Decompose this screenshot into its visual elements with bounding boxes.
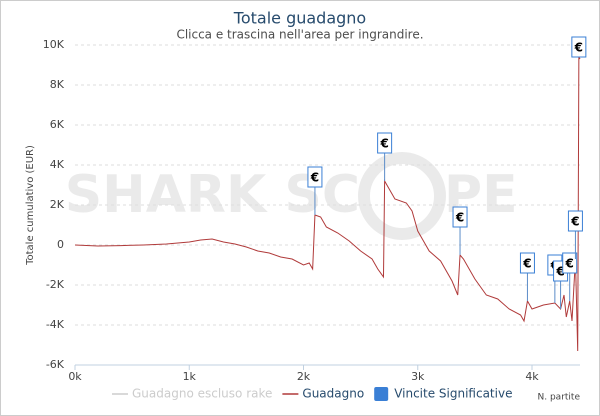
- flag-symbol: €: [570, 215, 579, 229]
- chart-title: Totale guadagno: [233, 9, 366, 28]
- x-axis-label: N. partite: [538, 393, 581, 403]
- flag: [567, 210, 583, 232]
- y-tick-label: -6K: [46, 358, 65, 371]
- y-tick-label: -2K: [46, 278, 65, 291]
- flag: [452, 206, 468, 228]
- y-tick-label: 4K: [50, 158, 65, 171]
- flag: [307, 166, 323, 188]
- y-tick-label: 0: [57, 238, 64, 251]
- flag-symbol: €: [555, 265, 564, 279]
- x-tick-label: 1k: [183, 370, 197, 383]
- flag: [519, 252, 535, 274]
- x-tick-label: 0k: [68, 370, 82, 383]
- flag-symbol: €: [574, 41, 583, 55]
- y-tick-label: 10K: [43, 38, 65, 51]
- line: [74, 55, 581, 352]
- flag-symbol: €: [455, 211, 464, 225]
- x-tick-label: 4k: [525, 370, 539, 383]
- flag: [571, 36, 587, 58]
- watermark-logo: [358, 152, 446, 240]
- flag: [562, 252, 578, 274]
- y-tick-label: -4K: [46, 318, 65, 331]
- watermark-group: SHARK SC PE: [65, 152, 518, 240]
- flag-symbol: €: [565, 257, 574, 271]
- x-tick-label: 3k: [411, 370, 425, 383]
- flag: [377, 132, 393, 154]
- x-tick-label: 2k: [297, 370, 311, 383]
- legend-label: Guadagno escluso rake: [132, 387, 272, 401]
- flag-symbol: €: [310, 171, 319, 185]
- legend-swatch: [374, 387, 389, 401]
- chart-subtitle: Clicca e trascina nell'area per ingrandi…: [176, 28, 423, 42]
- flag-symbol: €: [379, 137, 388, 151]
- y-tick-label: 6K: [50, 118, 65, 131]
- legend-label: Vincite Significative: [394, 387, 512, 401]
- legend-label: Guadagno: [302, 387, 364, 401]
- y-axis-label: Totale cumulativo (EUR): [25, 145, 36, 266]
- y-tick-label: 2K: [50, 198, 65, 211]
- flag-symbol: €: [522, 257, 531, 271]
- y-tick-label: 8K: [50, 78, 65, 91]
